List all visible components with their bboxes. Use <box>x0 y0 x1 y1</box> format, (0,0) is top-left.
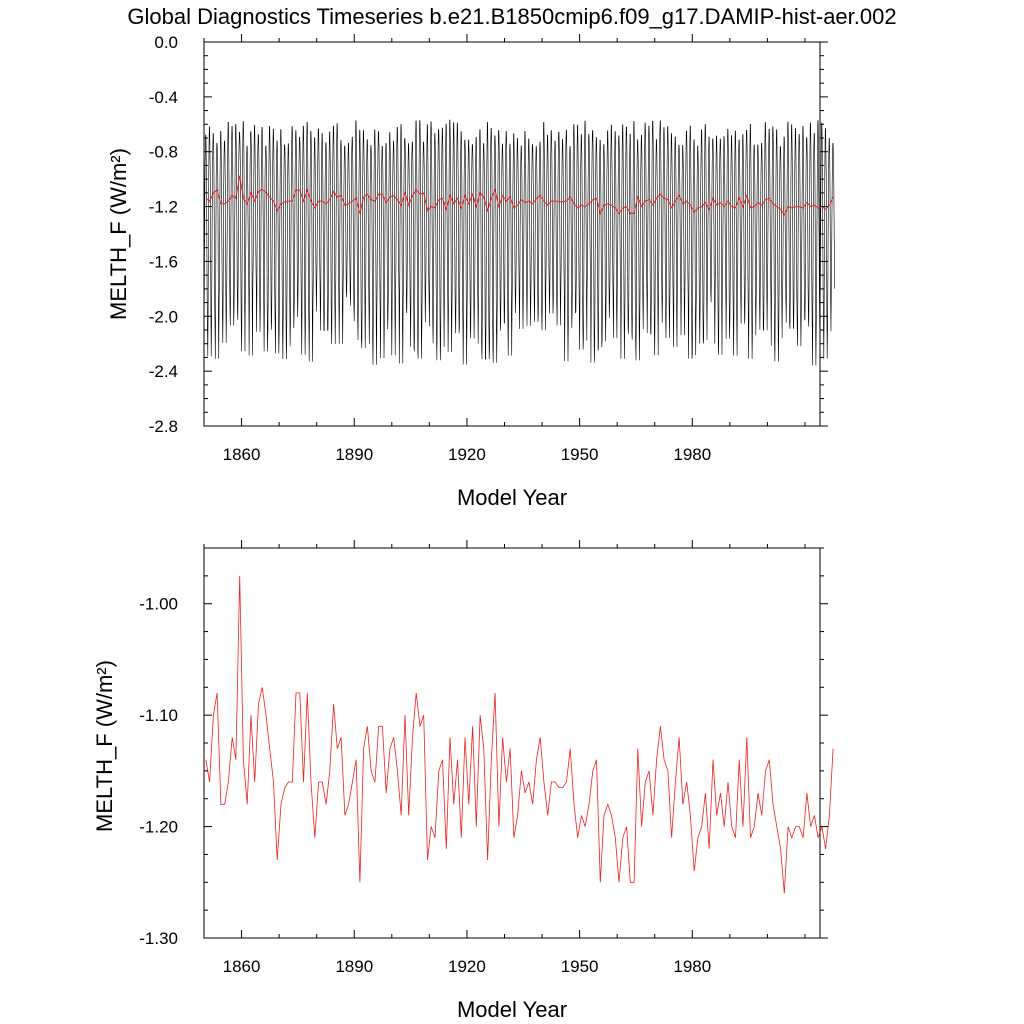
figure-title: Global Diagnostics Timeseries b.e21.B185… <box>127 4 896 29</box>
top-y-tick-label: -0.8 <box>149 143 178 162</box>
bottom-x-tick-label: 1890 <box>335 957 373 976</box>
top-y-tick-label: -2.4 <box>149 362 178 381</box>
top-y-axis-label: MELTH_F (W/m²) <box>106 148 131 320</box>
bottom-plot-frame <box>203 547 821 939</box>
top-series <box>203 42 835 366</box>
bottom-x-tick-label: 1920 <box>448 957 486 976</box>
top-plot-frame <box>203 41 821 427</box>
top-annual-mean-line <box>205 175 834 216</box>
top-y-tick-label: -1.6 <box>149 252 178 271</box>
top-x-tick-label: 1980 <box>673 445 711 464</box>
top-panel: 1860 1890 1920 1950 1980 0.0 -0.4 -0.8 -1.2 -1.6 -… <box>106 33 835 510</box>
top-axis-ticks: 1860 1890 1920 1950 1980 0.0 -0.4 -0.8 -1.2 -1.6 -… <box>149 33 828 464</box>
top-y-tick-label: -2.8 <box>149 417 178 436</box>
top-y-tick-label: -1.2 <box>149 198 178 217</box>
top-x-tick-label: 1890 <box>335 445 373 464</box>
bottom-panel: 1860 1890 1920 1950 1980 -1.00 -1.10 -1.20 -1.30… <box>92 540 834 1022</box>
top-y-tick-label: 0.0 <box>154 33 178 52</box>
bottom-x-tick-label: 1860 <box>223 957 261 976</box>
bottom-axis-ticks: 1860 1890 1920 1950 1980 -1.00 -1.10 -1.20 -1.30 <box>139 540 828 976</box>
bottom-series <box>205 575 834 894</box>
top-x-tick-label: 1950 <box>561 445 599 464</box>
top-y-tick-label: -2.0 <box>149 307 178 326</box>
bottom-x-tick-label: 1980 <box>673 957 711 976</box>
bottom-x-tick-label: 1950 <box>561 957 599 976</box>
bottom-y-tick-label: -1.00 <box>139 595 178 614</box>
monthly-series-line <box>203 42 835 366</box>
bottom-x-axis-label: Model Year <box>457 997 567 1022</box>
bottom-y-tick-label: -1.30 <box>139 929 178 948</box>
top-y-tick-label: -0.4 <box>149 88 178 107</box>
top-x-tick-label: 1920 <box>448 445 486 464</box>
bottom-y-axis-label: MELTH_F (W/m²) <box>92 660 117 832</box>
bottom-y-tick-label: -1.20 <box>139 818 178 837</box>
top-x-axis-label: Model Year <box>457 485 567 510</box>
bottom-y-tick-label: -1.10 <box>139 706 178 725</box>
top-x-tick-label: 1860 <box>223 445 261 464</box>
bottom-annual-mean-line <box>205 575 834 894</box>
